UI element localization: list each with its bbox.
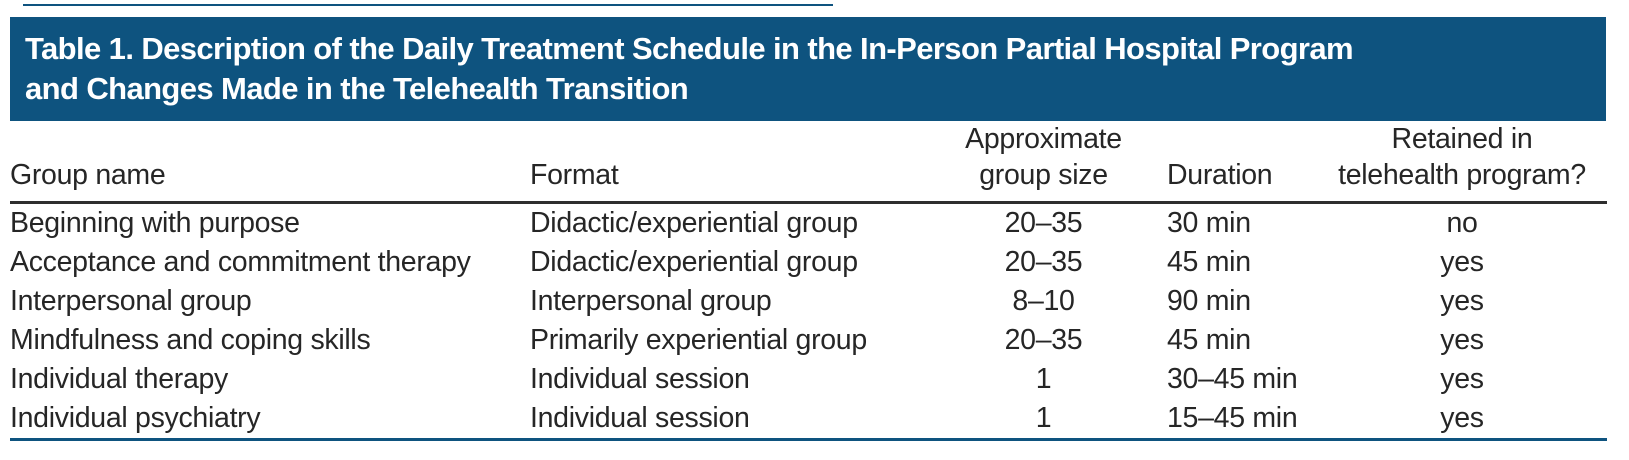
cell-retained: no xyxy=(1446,207,1478,239)
cell-group-size: 1 xyxy=(1035,402,1052,434)
table-row: Beginning with purpose Didactic/experien… xyxy=(10,203,1607,244)
col-header-format: Format xyxy=(530,121,920,204)
treatment-schedule-table: Group name Format Approximate group size… xyxy=(10,121,1607,441)
cell-retained: yes xyxy=(1440,402,1484,434)
table-title-line-1: Table 1. Description of the Daily Treatm… xyxy=(25,31,1354,66)
col-header-retained-in-telehealth-program: Retained in telehealth program? xyxy=(1317,121,1607,204)
col-header-approximate-group-size: Approximate group size xyxy=(920,121,1167,204)
cell-format: Didactic/experiential group xyxy=(530,246,858,278)
cell-group-size: 8–10 xyxy=(1012,285,1075,317)
cell-format: Individual session xyxy=(530,363,750,395)
cell-duration: 45 min xyxy=(1167,324,1251,356)
cell-duration: 30 min xyxy=(1167,207,1251,239)
cell-group-size: 20–35 xyxy=(1004,246,1083,278)
table-title-line-2: and Changes Made in the Telehealth Trans… xyxy=(25,71,689,106)
cell-format: Individual session xyxy=(530,402,750,434)
cell-duration: 45 min xyxy=(1167,246,1251,278)
cell-duration: 90 min xyxy=(1167,285,1251,317)
cell-format: Interpersonal group xyxy=(530,285,772,317)
col-header-group-name: Group name xyxy=(10,121,530,204)
page-top-rule xyxy=(23,4,833,6)
table-row: Individual psychiatry Individual session… xyxy=(10,399,1607,440)
cell-duration: 30–45 min xyxy=(1167,363,1298,395)
cell-group-name: Individual therapy xyxy=(10,363,228,395)
table-row: Interpersonal group Interpersonal group … xyxy=(10,282,1607,321)
cell-format: Didactic/experiential group xyxy=(530,207,858,239)
cell-group-name: Mindfulness and coping skills xyxy=(10,324,371,356)
cell-group-size: 20–35 xyxy=(1004,207,1083,239)
cell-group-name: Interpersonal group xyxy=(10,285,252,317)
cell-retained: yes xyxy=(1440,324,1484,356)
cell-retained: yes xyxy=(1440,363,1484,395)
table-title-bar: Table 1. Description of the Daily Treatm… xyxy=(10,17,1606,121)
cell-group-name: Individual psychiatry xyxy=(10,402,261,434)
cell-retained: yes xyxy=(1440,246,1484,278)
cell-group-name: Beginning with purpose xyxy=(10,207,300,239)
table-row: Mindfulness and coping skills Primarily … xyxy=(10,321,1607,360)
cell-format: Primarily experiential group xyxy=(530,324,867,356)
col-header-duration: Duration xyxy=(1167,121,1317,204)
table-row: Individual therapy Individual session 1 … xyxy=(10,360,1607,399)
cell-retained: yes xyxy=(1440,285,1484,317)
table-row: Acceptance and commitment therapy Didact… xyxy=(10,243,1607,282)
table-header-row: Group name Format Approximate group size… xyxy=(10,121,1607,204)
cell-group-name: Acceptance and commitment therapy xyxy=(10,246,471,278)
cell-group-size: 1 xyxy=(1035,363,1052,395)
cell-duration: 15–45 min xyxy=(1167,402,1298,434)
cell-group-size: 20–35 xyxy=(1004,324,1083,356)
